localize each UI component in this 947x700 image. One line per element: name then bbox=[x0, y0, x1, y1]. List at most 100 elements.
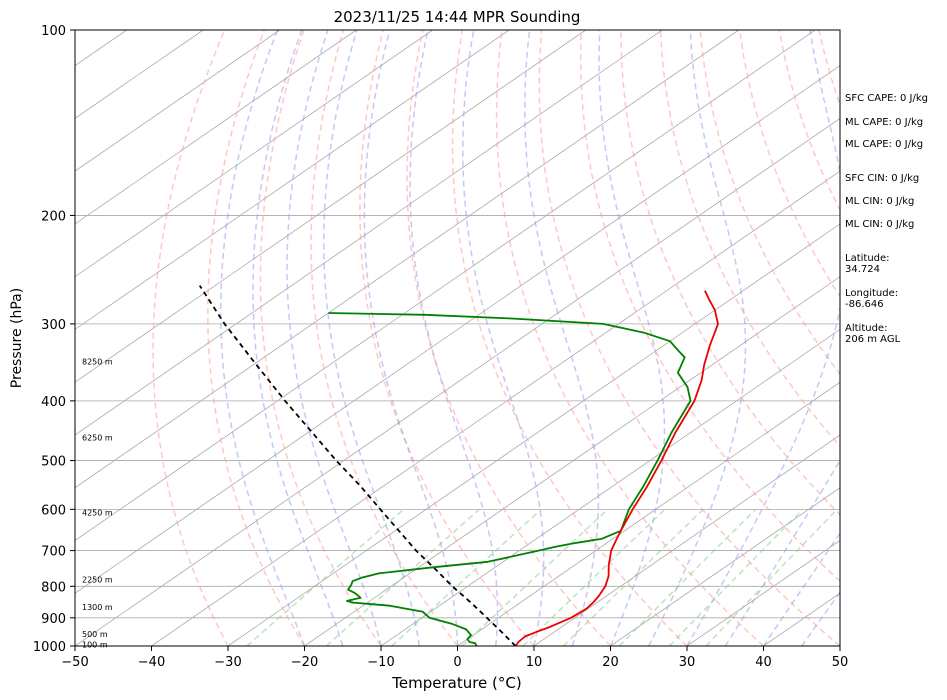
dry-adiabat bbox=[152, 30, 229, 646]
moist-adiabat bbox=[762, 532, 840, 646]
x-axis-ticks: −50 −40 −30 −20 −10 0 10 20 30 40 50 bbox=[61, 646, 848, 670]
data-lines bbox=[198, 285, 719, 646]
y-tick-label: 100 bbox=[41, 24, 66, 39]
longitude-value: -86.646 bbox=[845, 299, 884, 310]
ml-cape-text-2: ML CAPE: 0 J/kg bbox=[845, 139, 924, 150]
height-label: 2250 m bbox=[82, 576, 113, 585]
isotherm-gridline bbox=[75, 65, 840, 594]
moist-adiabat bbox=[462, 30, 545, 646]
y-tick-label: 700 bbox=[41, 545, 66, 560]
dry-adiabat bbox=[359, 30, 535, 646]
isotherm-gridline bbox=[75, 30, 739, 489]
height-label: 100 m bbox=[82, 641, 108, 650]
y-axis-ticks: 100 200 300 400 500 600 700 800 900 1000 bbox=[33, 24, 75, 655]
isotherm-gridline bbox=[533, 434, 840, 646]
mixing-ratio-line bbox=[668, 508, 804, 646]
moist-adiabat bbox=[323, 30, 421, 646]
height-label: 8250 m bbox=[82, 357, 113, 366]
isotherm-gridline bbox=[227, 223, 840, 646]
mixing-ratio-line bbox=[246, 508, 405, 646]
mixing-ratio-line bbox=[522, 508, 666, 646]
dry-adiabat bbox=[538, 30, 840, 646]
moist-adiabat bbox=[598, 30, 666, 646]
isotherm-gridline bbox=[75, 30, 433, 278]
x-tick-label: −20 bbox=[291, 655, 318, 670]
chart-title: 2023/11/25 14:44 MPR Sounding bbox=[334, 8, 581, 26]
mixing-ratio-line bbox=[461, 508, 609, 646]
mixing-ratio-line bbox=[325, 508, 480, 646]
dry-adiabat bbox=[659, 30, 840, 448]
altitude-value: 206 m AGL bbox=[845, 334, 901, 345]
moist-adiabat bbox=[252, 30, 344, 646]
longitude-label: Longitude: bbox=[845, 288, 899, 299]
mixing-ratio-line bbox=[618, 508, 757, 646]
y-axis-label: Pressure (hPa) bbox=[9, 288, 25, 388]
x-tick-label: 0 bbox=[453, 655, 461, 670]
isotherm-gridline bbox=[75, 30, 510, 330]
dry-adiabat bbox=[207, 30, 306, 646]
moist-adiabat bbox=[220, 30, 306, 646]
mixing-ratio-line bbox=[562, 508, 704, 646]
ml-cin-text-2: ML CIN: 0 J/kg bbox=[845, 219, 915, 230]
y-tick-label: 600 bbox=[41, 503, 66, 518]
dry-adiabat bbox=[579, 30, 840, 583]
x-tick-label: −30 bbox=[214, 655, 241, 670]
x-tick-label: 30 bbox=[679, 655, 696, 670]
dry-adiabat bbox=[620, 30, 840, 516]
isotherm-gridline bbox=[75, 30, 816, 541]
y-tick-label: 400 bbox=[41, 395, 66, 410]
dry-adiabat bbox=[406, 30, 612, 646]
temperature-profile bbox=[514, 290, 719, 646]
mixing-ratio-line bbox=[705, 508, 838, 646]
plot-frame bbox=[74, 29, 841, 647]
x-tick-label: 40 bbox=[755, 655, 772, 670]
isotherm-gridline bbox=[75, 30, 357, 225]
isotherm-gridline bbox=[75, 30, 280, 172]
moist-adiabat bbox=[286, 30, 382, 646]
isotherm-gridline bbox=[75, 30, 663, 436]
altitude-label: Altitude: bbox=[845, 323, 888, 334]
moist-adiabat bbox=[524, 30, 600, 646]
isotherm-gridline bbox=[75, 117, 840, 646]
moist-adiabat bbox=[801, 591, 840, 646]
x-tick-label: −50 bbox=[61, 655, 88, 670]
x-tick-label: 20 bbox=[602, 655, 619, 670]
x-tick-label: 50 bbox=[832, 655, 849, 670]
ml-cape-text: ML CAPE: 0 J/kg bbox=[845, 117, 924, 128]
isotherm-gridline bbox=[75, 30, 586, 383]
isotherm-gridline bbox=[304, 276, 840, 646]
dry-adiabat bbox=[310, 30, 459, 646]
parcel-profile bbox=[198, 285, 517, 646]
isotherm-gridline bbox=[151, 170, 840, 646]
sfc-cape-text: SFC CAPE: 0 J/kg bbox=[845, 93, 928, 104]
height-labels: 100 m 500 m 1300 m 2250 m 4250 m 6250 m 8250 m bbox=[82, 357, 113, 649]
height-label: 500 m bbox=[82, 630, 108, 639]
isotherm-gridline bbox=[457, 381, 840, 646]
moist-adiabat bbox=[363, 30, 459, 646]
moist-adiabat bbox=[648, 30, 747, 646]
dewpoint-profile bbox=[328, 312, 692, 646]
moist-adiabat bbox=[409, 30, 499, 646]
y-tick-label: 500 bbox=[41, 455, 66, 470]
ml-cin-text: ML CIN: 0 J/kg bbox=[845, 196, 915, 207]
background-lines bbox=[75, 30, 947, 646]
x-tick-label: 10 bbox=[526, 655, 543, 670]
dry-adiabat bbox=[938, 30, 947, 646]
isotherm-gridline bbox=[686, 539, 840, 646]
moist-adiabat bbox=[724, 458, 840, 646]
dry-adiabat bbox=[259, 30, 382, 646]
latitude-label: Latitude: bbox=[845, 253, 890, 264]
height-label: 6250 m bbox=[82, 434, 113, 443]
isotherm-gridline bbox=[610, 487, 840, 646]
sfc-cin-text: SFC CIN: 0 J/kg bbox=[845, 173, 920, 184]
dry-adiabat bbox=[451, 30, 688, 646]
y-tick-label: 200 bbox=[41, 209, 66, 224]
x-tick-label: −10 bbox=[367, 655, 394, 670]
x-tick-label: −40 bbox=[138, 655, 165, 670]
dry-adiabat bbox=[495, 30, 765, 646]
y-tick-label: 900 bbox=[41, 612, 66, 627]
x-axis-label: Temperature (°C) bbox=[391, 674, 521, 692]
y-tick-label: 300 bbox=[41, 318, 66, 333]
latitude-value: 34.724 bbox=[845, 264, 880, 275]
